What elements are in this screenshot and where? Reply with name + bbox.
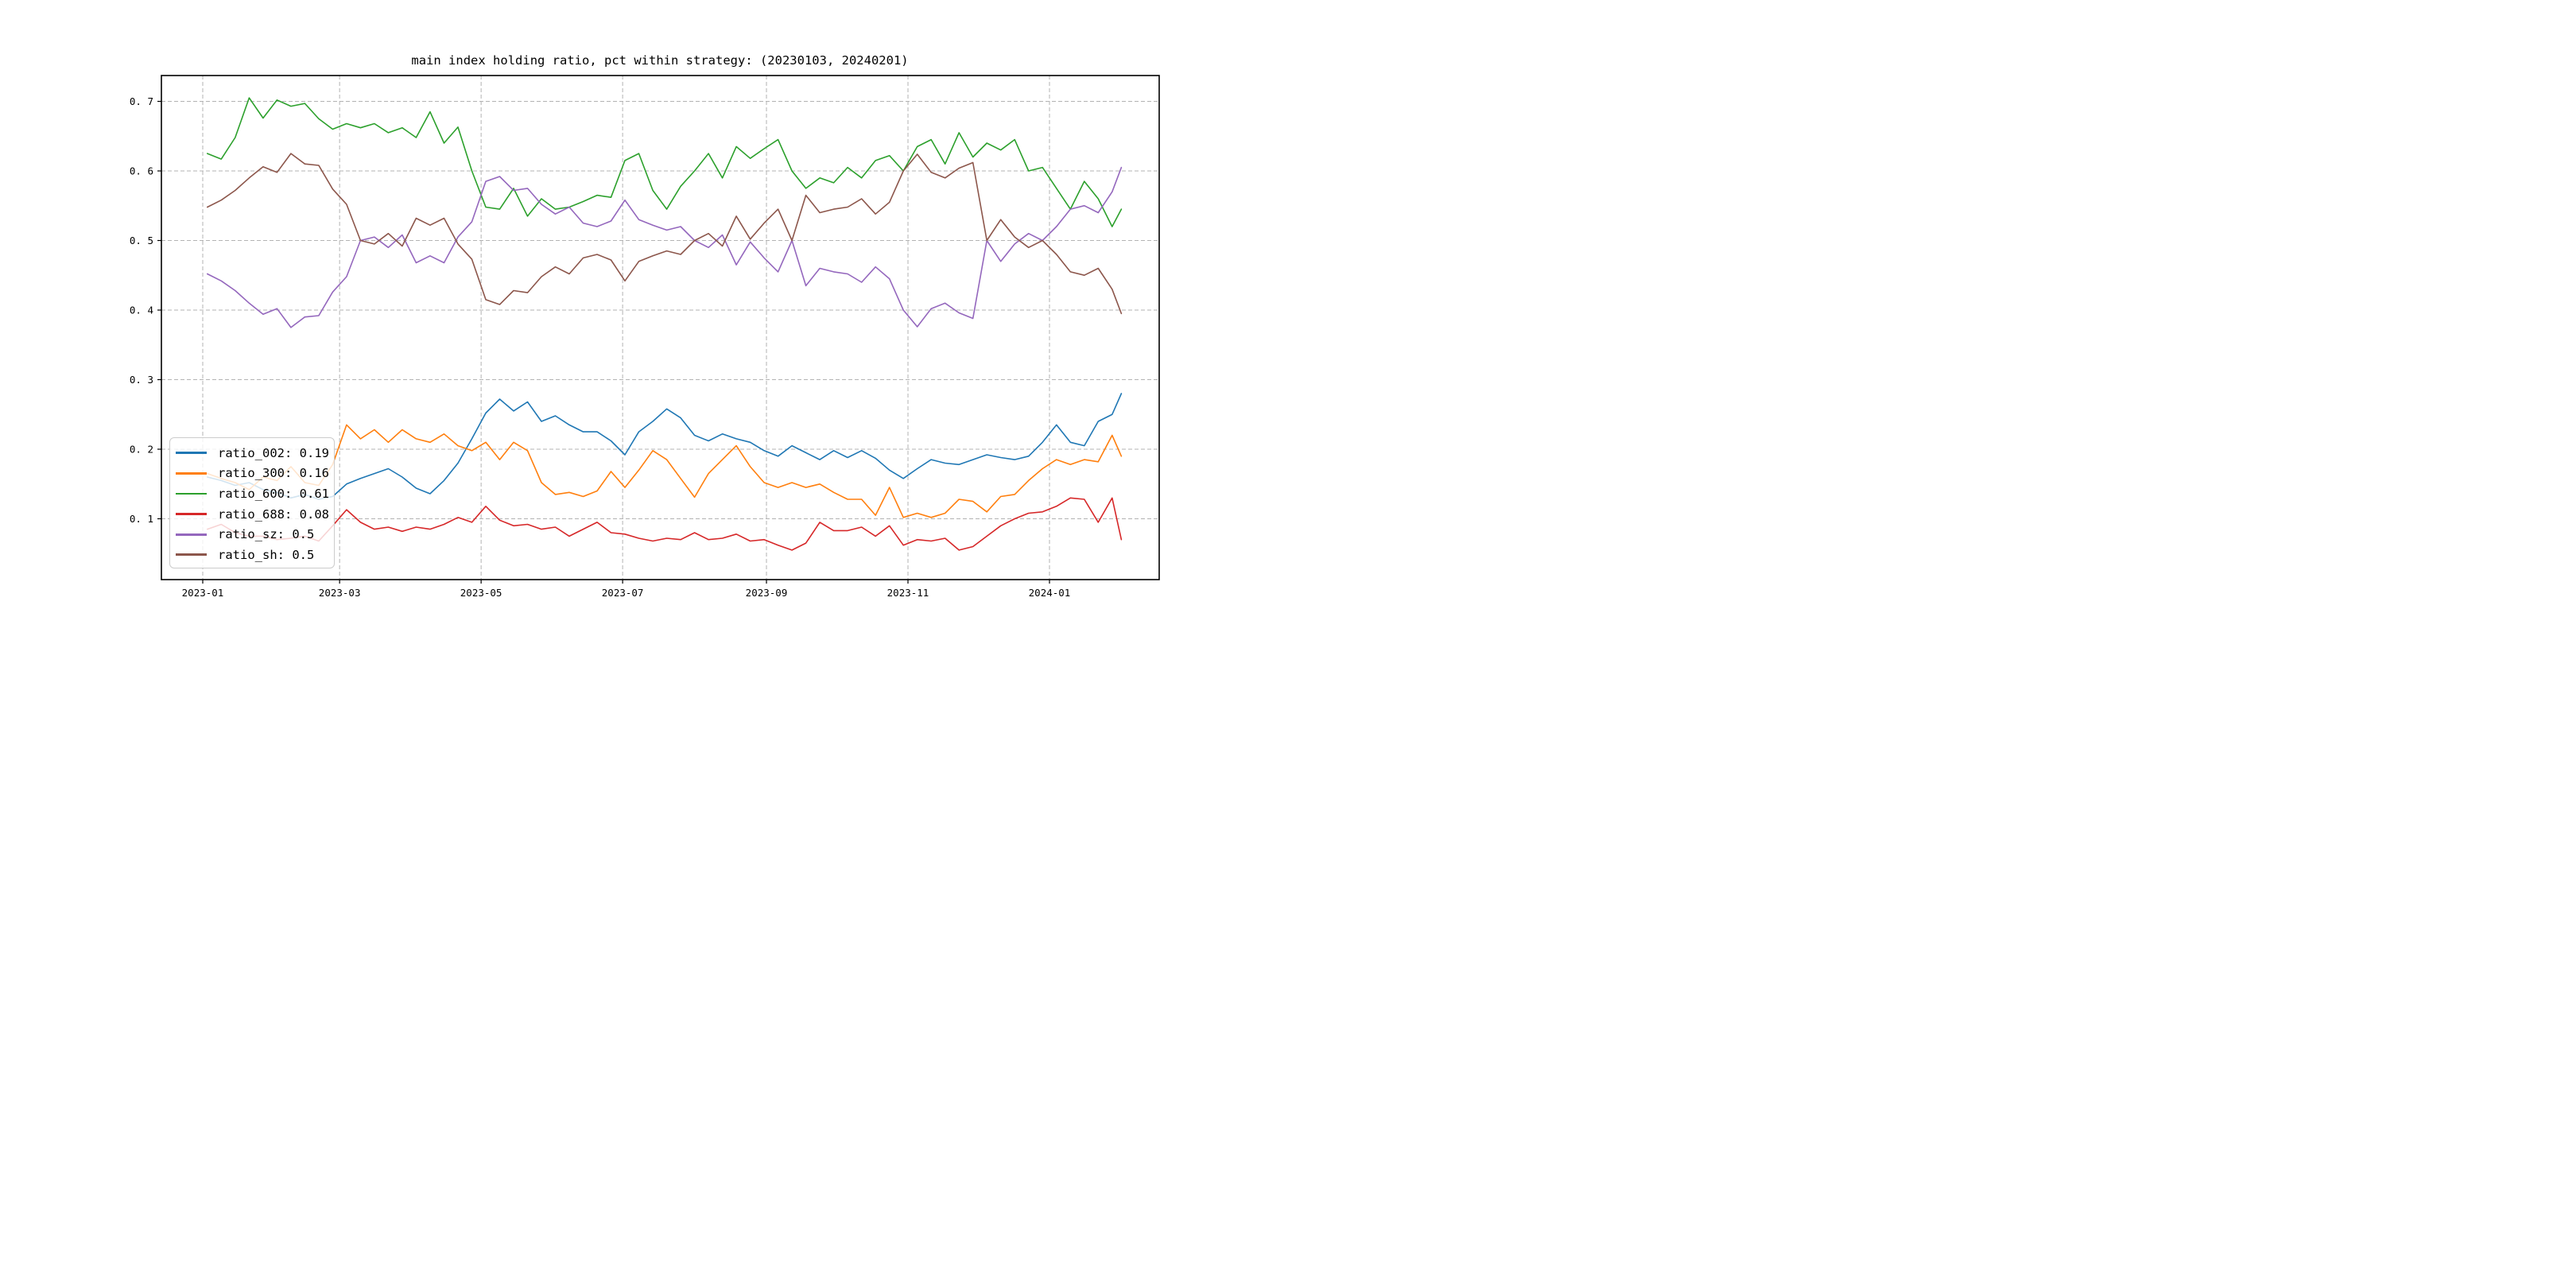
- legend-swatch-ratio_600: [176, 492, 207, 495]
- legend-swatch-ratio_sz: [176, 533, 207, 536]
- axes-spines: [161, 75, 1160, 580]
- legend-swatch-ratio_300: [176, 472, 207, 475]
- series-line-ratio_sz: [206, 166, 1123, 328]
- legend-item: ratio_688: 0.08: [176, 504, 334, 525]
- legend-item: ratio_600: 0.61: [176, 483, 334, 504]
- series-line-ratio_688: [206, 497, 1123, 551]
- y-axis-tick-label: 0. 2: [130, 444, 153, 456]
- x-axis-tick-label: 2024-01: [1029, 587, 1071, 599]
- series-line-ratio_600: [206, 97, 1123, 227]
- legend-swatch-ratio_sh: [176, 553, 207, 557]
- legend-label: ratio_600: 0.61: [218, 486, 329, 501]
- x-axis-tick-label: 2023-07: [602, 587, 644, 599]
- legend-item: ratio_002: 0.19: [176, 443, 334, 464]
- series-line-ratio_002: [206, 393, 1123, 500]
- figure: main index holding ratio, pct within str…: [0, 0, 1288, 644]
- legend-label: ratio_300: 0.16: [218, 466, 329, 481]
- x-axis-tick-label: 2023-03: [319, 587, 361, 599]
- y-axis-tick-label: 0. 3: [130, 374, 153, 386]
- legend-label: ratio_sz: 0.5: [218, 527, 315, 542]
- legend-label: ratio_sh: 0.5: [218, 547, 315, 562]
- x-axis-tick-label: 2023-05: [460, 587, 502, 599]
- x-axis-tick-label: 2023-11: [887, 587, 929, 599]
- plot-area: 2023-01 2023-03 2023-05 2023-07 2023-09 2023-…: [130, 75, 1160, 599]
- legend-item: ratio_300: 0.16: [176, 464, 334, 484]
- legend-swatch-ratio_002: [176, 452, 207, 455]
- legend-swatch-ratio_688: [176, 513, 207, 515]
- x-axis-tick-label: 2023-01: [182, 587, 224, 599]
- y-axis-tick-label: 0. 7: [130, 95, 153, 107]
- series-line-ratio_sh: [206, 153, 1123, 315]
- x-axis-tick-label: 2023-09: [746, 587, 788, 599]
- legend-item: ratio_sh: 0.5: [176, 545, 334, 565]
- chart-title: main index holding ratio, pct within str…: [411, 53, 909, 68]
- y-axis-tick-label: 0. 6: [130, 165, 153, 177]
- legend-item: ratio_sz: 0.5: [176, 524, 334, 545]
- y-axis-tick-label: 0. 4: [130, 305, 153, 316]
- legend-label: ratio_002: 0.19: [218, 445, 329, 460]
- series-line-ratio_300: [206, 424, 1123, 518]
- legend: ratio_002: 0.19 ratio_300: 0.16 ratio_600:…: [169, 437, 335, 568]
- y-axis-tick-label: 0. 5: [130, 235, 153, 246]
- legend-label: ratio_688: 0.08: [218, 506, 329, 522]
- y-axis-tick-label: 0. 1: [130, 513, 153, 525]
